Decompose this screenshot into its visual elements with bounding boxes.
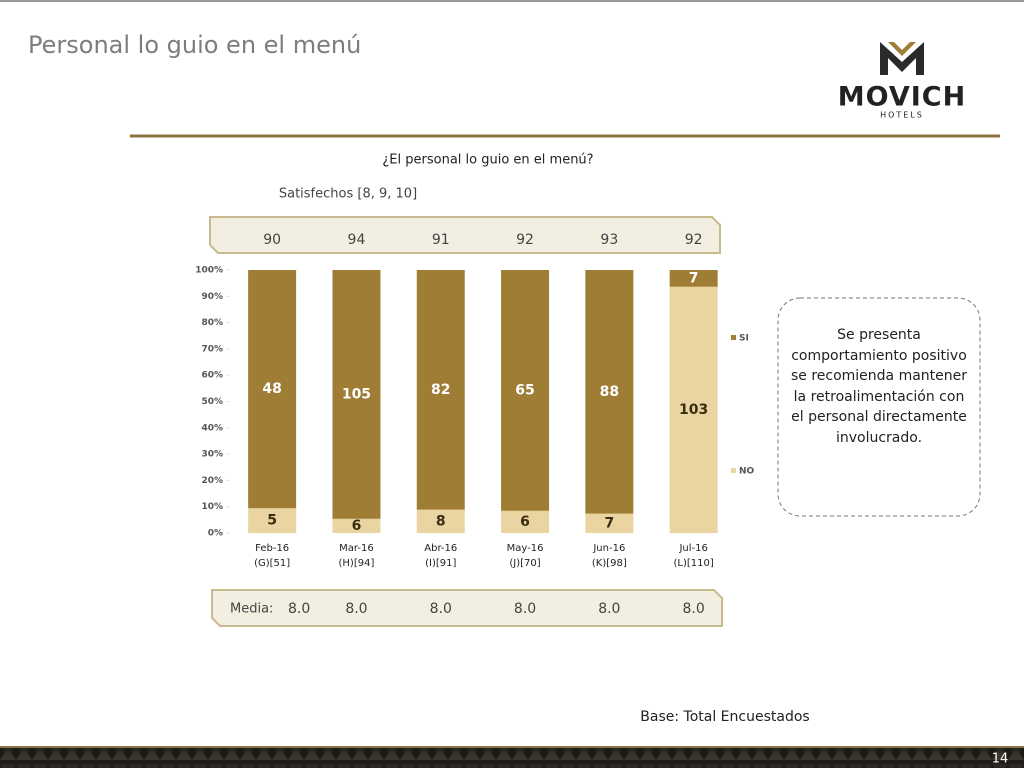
legend-label: NO — [739, 467, 755, 477]
bar-segment — [669, 286, 718, 533]
y-tick-label: 90% — [201, 292, 223, 302]
media-value: 8.0 — [288, 601, 310, 617]
data-label: 6 — [352, 518, 362, 534]
bar-segment — [416, 509, 465, 533]
media-label: Media: — [230, 602, 273, 617]
data-label: 7 — [604, 515, 614, 531]
bar-segment — [248, 508, 297, 533]
x-tick-label: (G)[51] — [254, 558, 290, 569]
bar-segment — [501, 270, 550, 511]
bar-segment — [416, 270, 465, 510]
slide-title: Personal lo guio en el menú — [28, 31, 361, 59]
bar-segment — [248, 270, 297, 509]
legend-label: SI — [739, 334, 749, 344]
y-tick-label: 80% — [201, 318, 223, 328]
data-label: 7 — [689, 270, 699, 286]
x-tick-label: Mar-16 — [339, 543, 374, 554]
data-label: 105 — [342, 386, 371, 402]
data-label: 48 — [262, 381, 281, 397]
data-label: 5 — [267, 513, 277, 529]
satisfied-band — [209, 216, 721, 254]
y-tick-label: 30% — [201, 450, 223, 460]
media-value: 8.0 — [430, 601, 452, 617]
y-tick-label: 50% — [201, 397, 223, 407]
data-label: 6 — [520, 514, 530, 530]
legend-swatch — [731, 335, 736, 340]
y-tick-label: 40% — [201, 423, 223, 433]
note-box — [777, 297, 981, 517]
y-tick-label: 100% — [195, 266, 223, 276]
data-label: 82 — [431, 382, 450, 398]
x-tick-label: (I)[91] — [425, 558, 456, 569]
bar-segment — [585, 513, 634, 533]
satisfied-value: 91 — [432, 232, 450, 248]
note-text: Se presenta comportamiento positivo se r… — [790, 327, 968, 446]
satisfied-label: Satisfechos [8, 9, 10] — [279, 187, 417, 202]
bar-segment — [332, 270, 381, 519]
logo-text: MOVICH — [838, 82, 966, 113]
bar-segment — [332, 518, 381, 533]
x-tick-label: (H)[94] — [339, 558, 375, 569]
y-tick-label: 20% — [201, 476, 223, 486]
y-tick-label: 60% — [201, 371, 223, 381]
satisfied-value: 93 — [600, 232, 618, 248]
bar-segment — [501, 510, 550, 533]
y-tick-label: 70% — [201, 344, 223, 354]
media-band — [211, 589, 723, 627]
logo-sub: HOTELS — [880, 111, 924, 120]
media-value: 8.0 — [598, 601, 620, 617]
logo: MOVICH HOTELS — [838, 42, 966, 120]
x-tick-label: Jul-16 — [678, 543, 707, 554]
bar-segment — [669, 270, 718, 287]
satisfied-value: 92 — [685, 232, 703, 248]
data-label: 8 — [436, 513, 446, 529]
legend-swatch — [731, 468, 736, 473]
satisfied-value: 90 — [263, 232, 281, 248]
data-label: 65 — [515, 382, 534, 398]
media-value: 8.0 — [514, 601, 536, 617]
x-tick-label: (L)[110] — [674, 558, 714, 569]
x-tick-label: Abr-16 — [424, 543, 457, 554]
page-number: 14 — [992, 752, 1009, 767]
note: Se presenta comportamiento positivo se r… — [790, 327, 968, 446]
footer-strip — [0, 748, 1024, 768]
data-label: 88 — [600, 384, 619, 400]
x-tick-label: Jun-16 — [592, 543, 625, 554]
x-tick-label: (J)[70] — [509, 558, 540, 569]
x-tick-label: Feb-16 — [255, 543, 289, 554]
x-tick-label: (K)[98] — [592, 558, 627, 569]
legend: SI NO — [731, 334, 755, 477]
bar-segment — [585, 270, 634, 514]
base-note: Base: Total Encuestados — [640, 709, 809, 725]
y-tick-label: 10% — [201, 502, 223, 512]
satisfied-value: 92 — [516, 232, 534, 248]
media-value: 8.0 — [345, 601, 367, 617]
data-label: 103 — [679, 402, 708, 418]
y-tick-label: 0% — [208, 529, 223, 539]
media-value: 8.0 — [683, 601, 705, 617]
satisfied-value: 94 — [348, 232, 366, 248]
chart-title: ¿El personal lo guio en el menú? — [382, 153, 593, 168]
x-tick-label: May-16 — [507, 543, 544, 554]
